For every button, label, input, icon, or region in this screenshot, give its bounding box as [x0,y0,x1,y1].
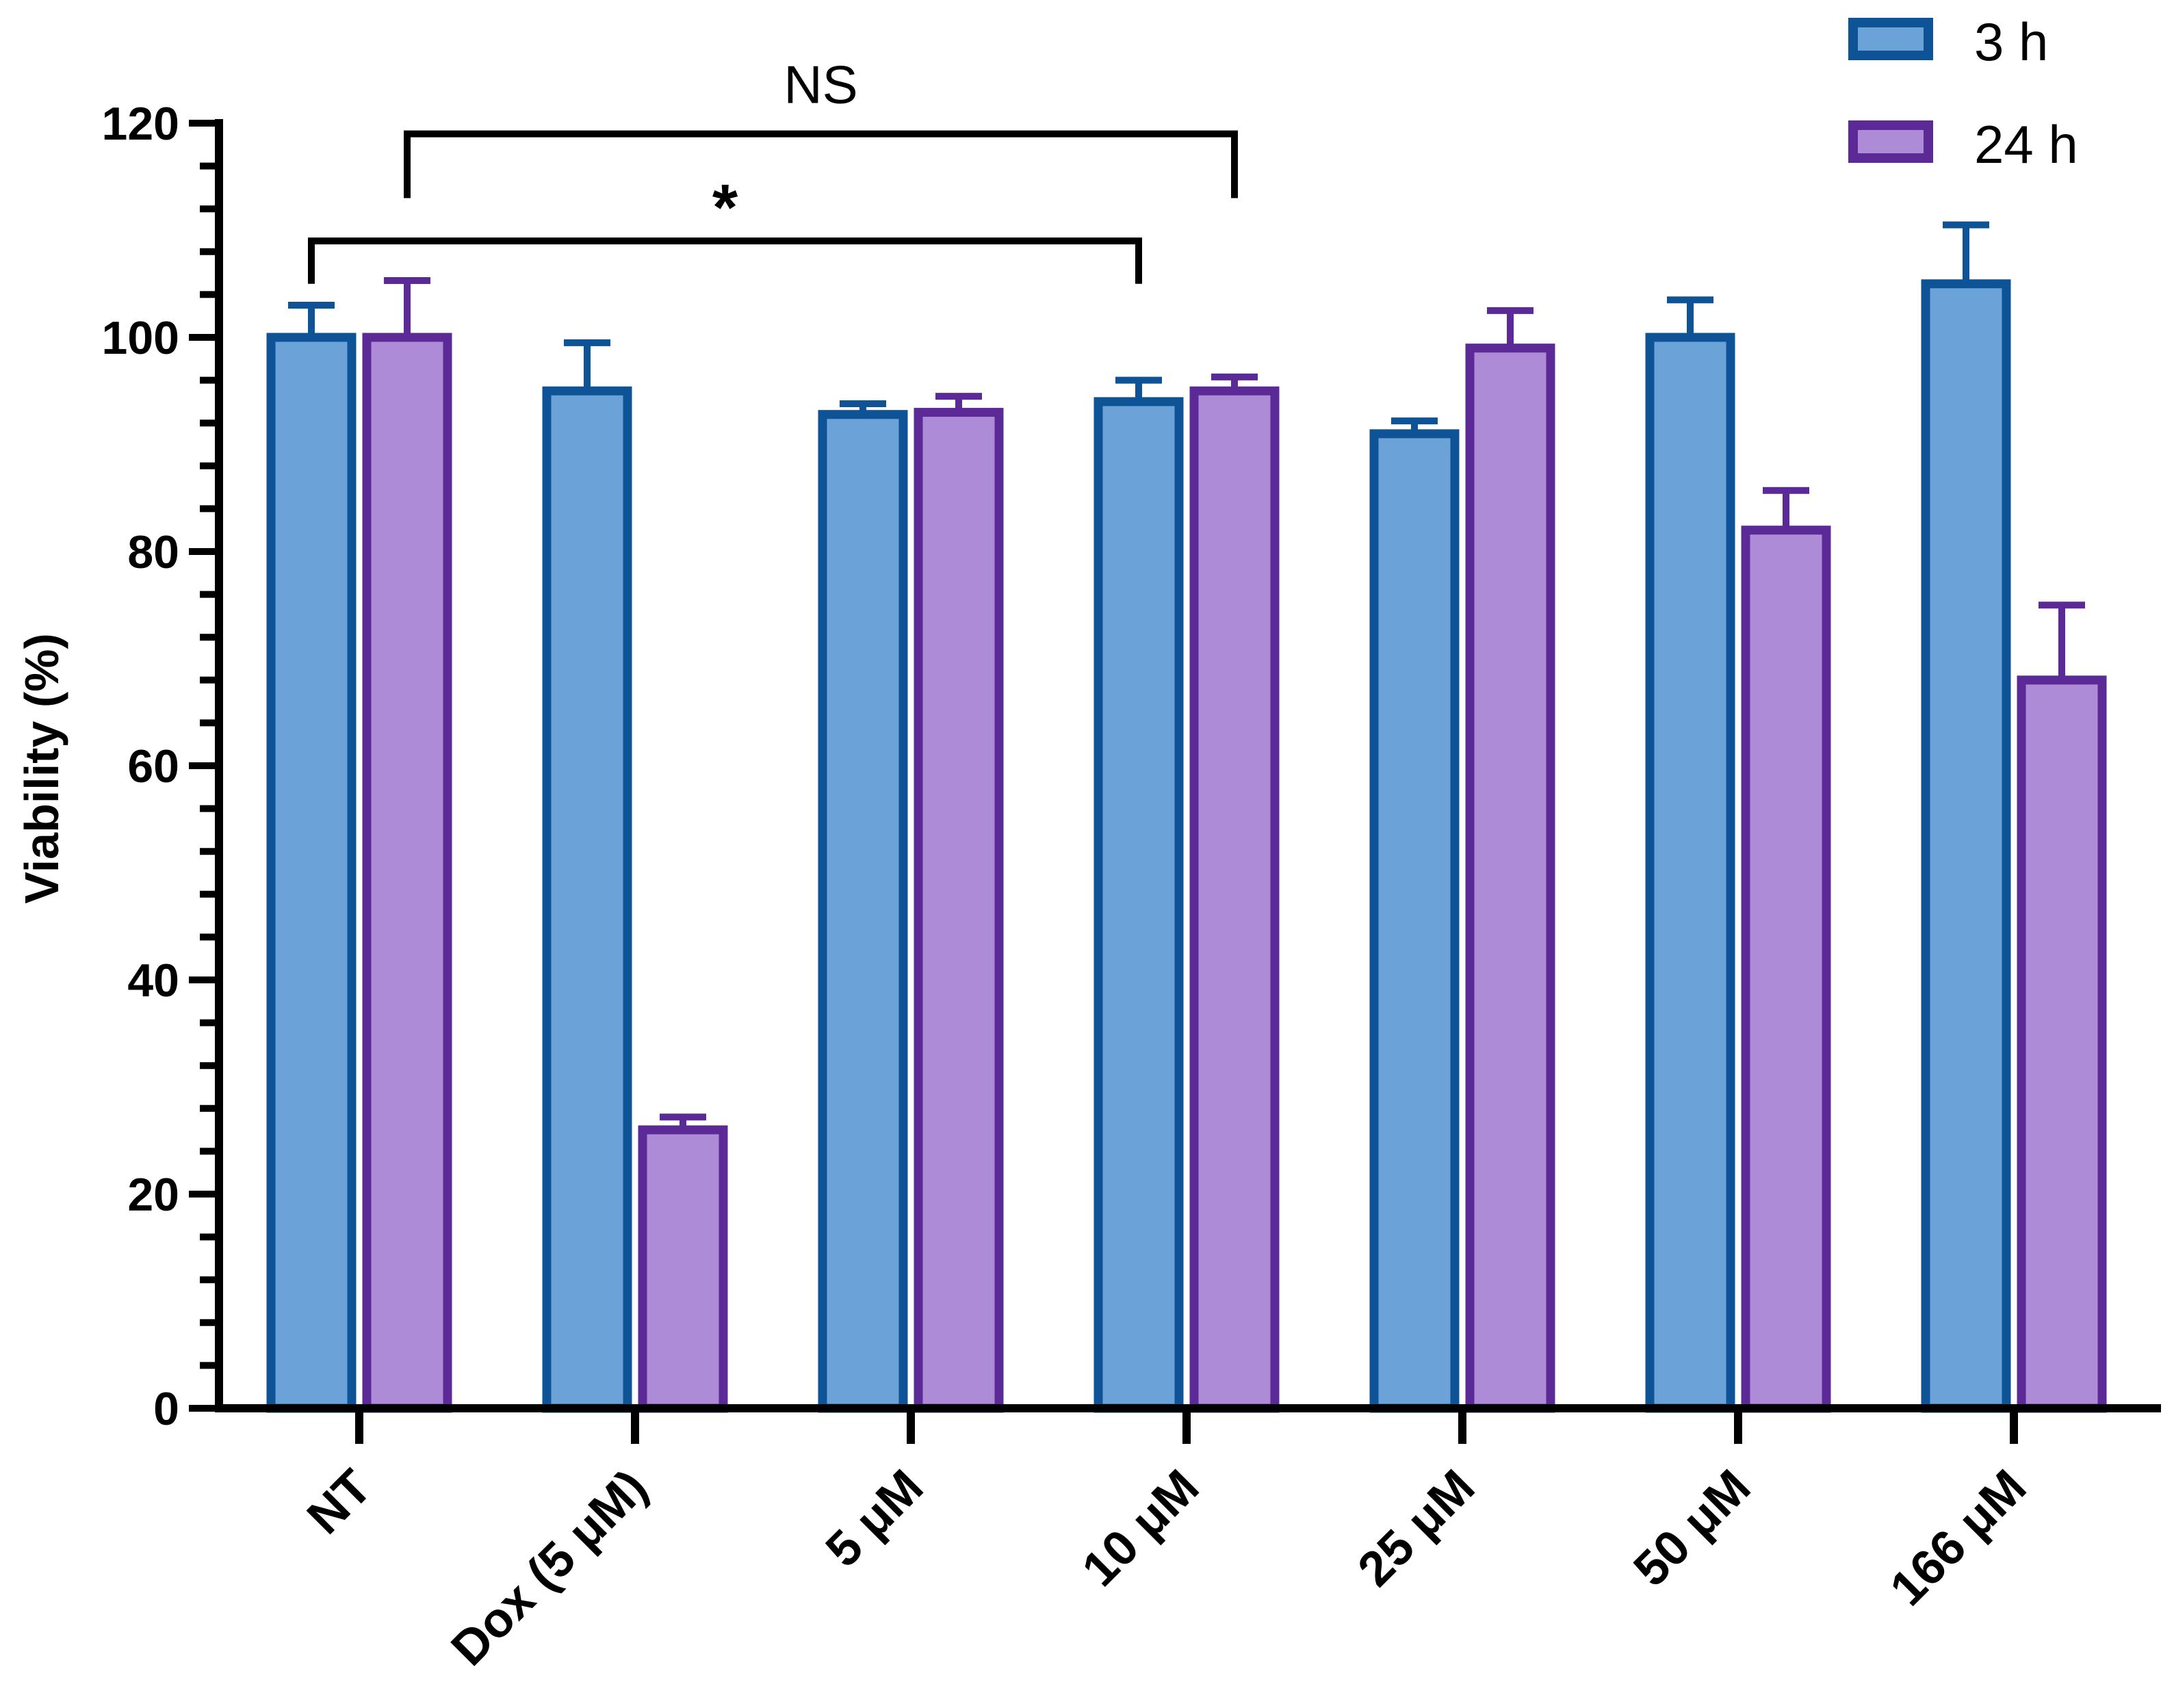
bar-24-h-10-m [1189,386,1280,1413]
x-tick-label-25-m: 25 μM [1347,1460,1485,1597]
bar-3-h-166-m [1921,279,2011,1413]
x-tick-label-50-m: 50 μM [1623,1460,1761,1597]
x-tick-label-5-m: 5 μM [816,1460,934,1578]
x-tick-label-nt: NT [297,1460,382,1544]
bar-3-h-dox-5-m [542,386,632,1413]
y-tick-label-100: 100 [102,312,179,364]
legend-swatch-3h [1848,18,1933,60]
bar-24-h-166-m [2017,675,2107,1413]
bar-24-h-nt [362,333,452,1413]
x-tick-label-dox-5-m: Dox (5 μM) [441,1460,658,1677]
y-axis-title: Viability (%) [15,633,68,903]
bar-3-h-nt [266,333,357,1413]
legend-label-3h: 3 h [1974,12,2048,72]
bar-24-h-50-m [1741,526,1831,1413]
significance-bracket-star [308,237,1142,284]
y-tick-label-40: 40 [127,955,179,1007]
bar-24-h-25-m [1465,344,1555,1413]
legend-label-24h: 24 h [1974,114,2078,174]
y-tick-label-120: 120 [102,98,179,150]
bar-24-h-dox-5-m [638,1125,728,1413]
y-tick-label-0: 0 [153,1383,179,1435]
significance-label-star: * [712,171,738,244]
bar-24-h-5-m [914,408,1004,1413]
y-tick-label-60: 60 [127,740,179,792]
bar-3-h-10-m [1094,397,1184,1413]
x-tick-label-10-m: 10 μM [1072,1460,1209,1597]
legend: 3 h 24 h [1848,12,2078,174]
bar-3-h-5-m [818,410,908,1413]
significance-label-ns: NS [784,55,857,115]
y-tick-label-20: 20 [127,1169,179,1221]
legend-swatch-24h [1848,120,1933,163]
significance-bracket-ns [404,130,1238,198]
bar-3-h-25-m [1369,429,1460,1413]
x-tick-label-166-m: 166 μM [1880,1460,2036,1616]
bar-3-h-50-m [1645,333,1735,1413]
y-tick-label-80: 80 [127,526,179,578]
